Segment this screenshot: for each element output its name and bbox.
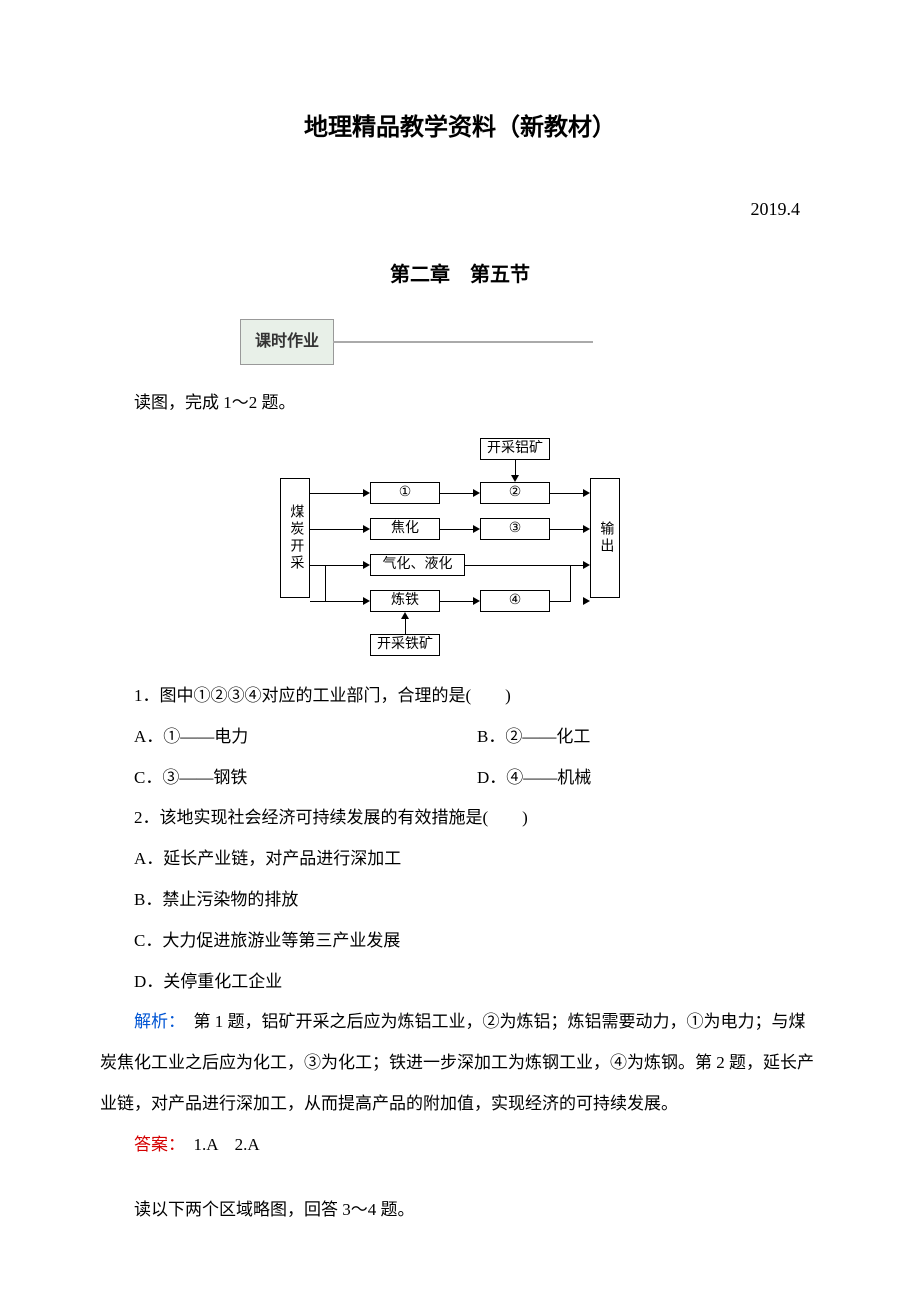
edge: [325, 601, 363, 602]
arrow-icon: [583, 489, 590, 497]
edge: [310, 565, 363, 566]
node-circle-1: ①: [370, 482, 440, 504]
main-title: 地理精品教学资料（新教材）: [100, 100, 820, 158]
homework-banner: 课时作业: [240, 319, 820, 365]
arrow-icon: [511, 475, 519, 482]
analysis-label: 解析：: [134, 1012, 177, 1031]
edge: [550, 493, 583, 494]
chapter-subtitle: 第二章 第五节: [100, 251, 820, 299]
arrow-icon: [363, 597, 370, 605]
option-2a: A．延长产业链，对产品进行深加工: [100, 839, 820, 880]
answer-paragraph: 答案： 1.A 2.A: [100, 1125, 820, 1166]
option-1d: D．④——机械: [477, 758, 820, 799]
node-circle-3: ③: [480, 518, 550, 540]
option-2d: D．关停重化工企业: [100, 962, 820, 1003]
arrow-icon: [473, 525, 480, 533]
edge: [310, 529, 363, 530]
option-1b: B．②——化工: [477, 717, 820, 758]
question-2-stem: 2．该地实现社会经济可持续发展的有效措施是( ): [100, 798, 820, 839]
edge: [440, 601, 473, 602]
arrow-icon: [473, 489, 480, 497]
intro-text-1: 读图，完成 1～2 题。: [100, 383, 820, 424]
edge: [440, 529, 473, 530]
analysis-paragraph: 解析： 第 1 题，铝矿开采之后应为炼铝工业，②为炼铝；炼铝需要动力，①为电力；…: [100, 1002, 820, 1124]
analysis-text: 第 1 题，铝矿开采之后应为炼铝工业，②为炼铝；炼铝需要动力，①为电力；与煤炭焦…: [100, 1012, 814, 1113]
edge: [550, 601, 570, 602]
question-1-stem: 1．图中①②③④对应的工业部门，合理的是( ): [100, 676, 820, 717]
edge: [440, 493, 473, 494]
edge: [325, 565, 326, 601]
arrow-icon: [583, 561, 590, 569]
node-coal-mining: 煤炭开采: [280, 478, 310, 598]
edge: [310, 493, 363, 494]
option-1c: C．③——钢铁: [134, 758, 477, 799]
answer-text: 1.A 2.A: [177, 1135, 260, 1154]
question-1-options: A．①——电力 B．②——化工: [134, 717, 820, 758]
edge: [550, 529, 583, 530]
homework-underline: [333, 341, 593, 343]
edge: [310, 601, 325, 602]
node-circle-4: ④: [480, 590, 550, 612]
intro-text-2: 读以下两个区域略图，回答 3～4 题。: [100, 1190, 820, 1231]
edge: [405, 619, 406, 634]
edge: [465, 565, 583, 566]
node-aluminum-mining: 开采铝矿: [480, 438, 550, 460]
arrow-icon: [473, 597, 480, 605]
node-output: 输出: [590, 478, 620, 598]
answer-label: 答案：: [134, 1135, 177, 1154]
option-1a: A．①——电力: [134, 717, 477, 758]
option-2c: C．大力促进旅游业等第三产业发展: [100, 921, 820, 962]
node-circle-2: ②: [480, 482, 550, 504]
node-coking: 焦化: [370, 518, 440, 540]
spacer: [100, 1166, 820, 1190]
arrow-icon: [363, 489, 370, 497]
arrow-icon: [363, 525, 370, 533]
date-text: 2019.4: [100, 188, 820, 231]
arrow-icon: [401, 612, 409, 619]
question-1-options-row2: C．③——钢铁 D．④——机械: [134, 758, 820, 799]
arrow-icon: [583, 597, 590, 605]
flowchart-diagram: 煤炭开采 开采铝矿 ① ② 焦化 ③ 气化、液化 炼铁 ④ 开采铁矿 输出: [100, 438, 820, 658]
arrow-icon: [363, 561, 370, 569]
node-iron-smelting: 炼铁: [370, 590, 440, 612]
edge: [570, 565, 571, 602]
node-iron-mining: 开采铁矿: [370, 634, 440, 656]
edge: [515, 460, 516, 475]
option-2b: B．禁止污染物的排放: [100, 880, 820, 921]
arrow-icon: [583, 525, 590, 533]
homework-label: 课时作业: [240, 319, 334, 365]
node-gasification: 气化、液化: [370, 554, 465, 576]
